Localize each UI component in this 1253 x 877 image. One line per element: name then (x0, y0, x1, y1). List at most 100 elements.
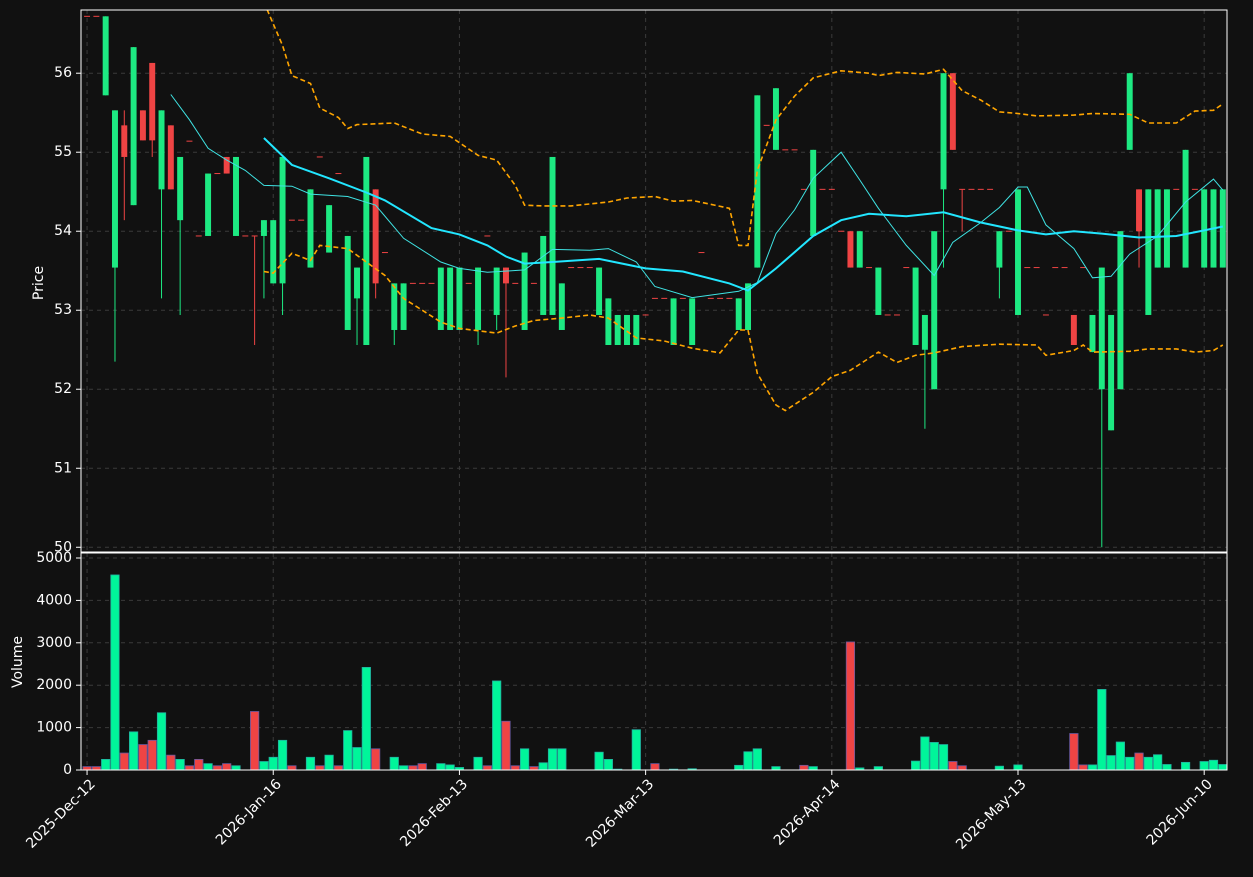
volume-bar (389, 756, 399, 771)
volume-bar (743, 751, 753, 771)
candle-body (1061, 267, 1068, 269)
volume-bar (184, 765, 195, 771)
volume-bar (315, 765, 325, 771)
volume-bar (501, 720, 511, 771)
candle-body (1117, 231, 1124, 390)
volume-bar (91, 766, 101, 771)
volume-bar (110, 574, 120, 771)
candle-body (1015, 189, 1021, 315)
volume-tick-label: 1000 (36, 720, 72, 736)
candle-body (977, 188, 984, 190)
volume-bar (287, 765, 297, 771)
candle-body (307, 189, 314, 268)
overlay-line (263, 244, 1224, 412)
candle-body (866, 267, 873, 269)
candle-body (633, 314, 640, 345)
candle-body (577, 267, 584, 269)
volume-bar (82, 766, 92, 771)
candle-body (698, 252, 705, 254)
volume-bar (929, 742, 939, 771)
candle-body (223, 156, 230, 174)
candle-body (875, 267, 882, 315)
candle-body (707, 297, 714, 299)
candle-body (847, 231, 854, 268)
candle-body (642, 314, 649, 316)
candle-body (437, 267, 444, 330)
volume-bar (538, 762, 548, 771)
candle-body (484, 235, 491, 237)
candle-body (167, 125, 174, 190)
volume-bar (408, 765, 418, 771)
candle-body (745, 283, 752, 330)
overlay-line (266, 10, 1224, 247)
candle-body (419, 282, 426, 284)
candle-body (1182, 149, 1189, 268)
candle-body (1098, 267, 1105, 390)
volume-bar (957, 765, 967, 771)
candle-body (335, 173, 342, 175)
volume-tick-label: 0 (63, 762, 72, 778)
candle-body (447, 267, 454, 330)
volume-bar (1208, 759, 1219, 771)
candle-body (940, 73, 947, 190)
volume-bar (1134, 752, 1144, 771)
candle-body (1173, 188, 1180, 190)
candle-body (987, 188, 994, 190)
candle-body (568, 267, 575, 269)
volume-bar (510, 765, 520, 771)
price-frame (80, 9, 1228, 553)
candle-body (1145, 189, 1152, 315)
volume-bar (529, 766, 539, 771)
candle-body (596, 267, 603, 315)
volume-bar (799, 764, 809, 771)
candle-body (242, 235, 249, 237)
volume-bar (101, 759, 111, 771)
candle-body (1052, 267, 1059, 269)
volume-bar (1218, 764, 1228, 771)
candles (84, 10, 1226, 548)
volume-tick-label: 5000 (36, 550, 72, 566)
volume-bar (277, 739, 288, 771)
candle-body (316, 156, 323, 158)
volume-bar (194, 759, 204, 771)
candle-body (521, 252, 528, 330)
candle-body (735, 298, 742, 330)
candle-body (84, 15, 91, 17)
candle-body (139, 110, 146, 141)
candle-body (921, 314, 928, 350)
candle-body (186, 140, 193, 142)
candle-body (112, 110, 118, 268)
candle-body (624, 314, 630, 345)
volume-bar (175, 759, 185, 771)
candle-body (233, 156, 239, 236)
volume-bar (231, 765, 241, 771)
candle-body (475, 267, 482, 330)
candle-body (903, 267, 910, 269)
candle-body (959, 188, 966, 190)
volume-bar (948, 761, 958, 771)
candle-body (810, 149, 817, 236)
volume-bar (482, 765, 492, 771)
volume-bar (1199, 761, 1209, 771)
volume-tick-label: 3000 (36, 635, 72, 651)
candle-body (1126, 73, 1133, 150)
candle-body (800, 188, 807, 190)
candle-body (363, 156, 370, 345)
y-tick-label: 50 (54, 539, 72, 555)
volume-bar (994, 765, 1004, 771)
candle-body (791, 149, 798, 151)
volume-frame (80, 552, 1228, 771)
candle-body (1024, 267, 1031, 269)
volume-bar (771, 766, 781, 771)
candle-body (931, 231, 938, 390)
volume-bar (250, 711, 260, 771)
candle-body (130, 47, 137, 206)
candle-body (1033, 267, 1040, 269)
volume-bar (147, 739, 157, 771)
candle-body (1005, 230, 1012, 232)
candle-body (354, 267, 361, 299)
volume-bar (920, 736, 930, 771)
candle-body (1108, 314, 1115, 431)
